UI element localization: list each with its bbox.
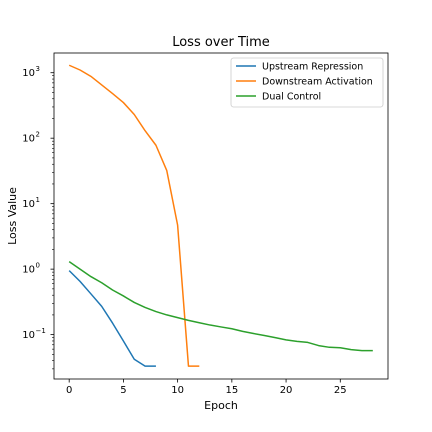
legend-entry-label: Dual Control <box>262 91 321 102</box>
y-tick-label: 10 <box>22 199 35 210</box>
legend-box <box>230 57 384 108</box>
x-tick-label: 15 <box>225 385 238 396</box>
series-line-1 <box>68 64 200 367</box>
y-tick-exponent: 2 <box>36 131 40 139</box>
y-tick-label: 10 <box>22 134 35 145</box>
legend: Upstream Repression Downstream Activation… <box>230 57 384 108</box>
legend-entry-label: Upstream Repression <box>262 61 363 72</box>
y-tick-exponent: −1 <box>36 327 46 335</box>
y-tick-label: 10 <box>22 265 35 276</box>
series-line-0 <box>68 270 156 367</box>
chart-title: Loss over Time <box>172 35 270 50</box>
y-tick-exponent: 0 <box>36 262 40 270</box>
x-tick-label: 10 <box>171 385 184 396</box>
x-tick-label: 5 <box>120 385 126 396</box>
y-tick-label: 10 <box>22 68 35 79</box>
plot-frame <box>53 52 389 380</box>
y-tick-exponent: 1 <box>36 196 40 204</box>
y-axis-label: Loss Value <box>6 187 19 245</box>
x-tick-label: 0 <box>66 385 72 396</box>
y-tick-exponent: 3 <box>36 65 40 73</box>
x-tick-label: 20 <box>280 385 293 396</box>
legend-entry-label: Downstream Activation <box>262 76 373 87</box>
x-axis-label: Epoch <box>204 399 238 412</box>
y-tick-label: 10 <box>22 330 35 341</box>
series-line-2 <box>68 261 373 352</box>
x-tick-label: 25 <box>334 385 347 396</box>
